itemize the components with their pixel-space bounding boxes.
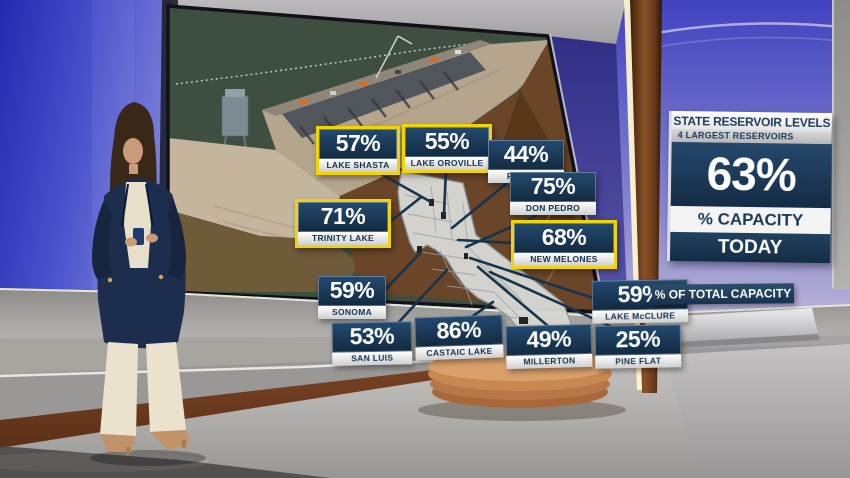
dam-scrub-bank bbox=[168, 210, 360, 292]
reservoir-percent: 75% bbox=[510, 172, 596, 202]
panel-capacity-label: % CAPACITY bbox=[670, 205, 831, 235]
reservoir-name: LAKE McCLURE bbox=[592, 309, 689, 324]
left-heel bbox=[126, 447, 130, 455]
california-map bbox=[397, 170, 575, 334]
reservoir-name: LAKE SHASTA bbox=[319, 159, 397, 172]
reservoir-percent: 71% bbox=[298, 202, 388, 232]
reservoir-name: MILLERTON bbox=[506, 353, 593, 370]
presenter-right-arm bbox=[168, 198, 186, 280]
reservoir-label-sonoma: 59% SONOMA bbox=[318, 276, 386, 319]
presenter-left-arm bbox=[92, 200, 112, 280]
reservoir-label-pine-flat: 25% PINE FLAT bbox=[594, 324, 682, 369]
reservoir-label-don-pedro: 75% DON PEDRO bbox=[510, 172, 596, 215]
presenter-right-shoe bbox=[150, 430, 190, 450]
dam-spillway-gates bbox=[282, 52, 486, 138]
reservoir-name: PINE FLAT bbox=[595, 354, 682, 369]
reservoir-label-millerton: 49% MILLERTON bbox=[505, 323, 593, 370]
floor-blue-reflection bbox=[660, 332, 850, 478]
reservoir-percent: 25% bbox=[594, 324, 682, 356]
presenter-hair-fringe bbox=[119, 123, 148, 144]
reservoir-label-castaic-lake: 86% CASTAIC LAKE bbox=[414, 314, 504, 361]
reservoir-percent: 49% bbox=[505, 323, 593, 357]
reservoir-percent: 59% bbox=[318, 276, 386, 306]
reservoir-summary-panel: STATE RESERVOIR LEVELS 4 LARGEST RESERVO… bbox=[666, 110, 833, 264]
reservoir-percent: 53% bbox=[331, 321, 413, 353]
reservoir-name: TRINITY LAKE bbox=[298, 232, 388, 245]
reservoir-label-lake-oroville: 55% LAKE OROVILLE bbox=[402, 124, 492, 173]
panel-footnote: % OF TOTAL CAPACITY bbox=[651, 283, 795, 305]
wall-light-arc-faint bbox=[639, 36, 850, 51]
floor-sheen bbox=[0, 452, 210, 472]
dam-crest-vehicles bbox=[300, 50, 461, 104]
reservoir-name: LAKE OROVILLE bbox=[405, 157, 489, 170]
reservoir-name: SONOMA bbox=[318, 306, 386, 319]
wall-light-arc bbox=[639, 22, 850, 38]
presenter-left-leg bbox=[100, 342, 138, 436]
studio-gray-pillar bbox=[832, 0, 850, 290]
reservoir-percent: 86% bbox=[414, 314, 504, 348]
presenter-left-hand bbox=[125, 237, 137, 247]
presenter-right-hand bbox=[146, 233, 158, 243]
blazer-lapels bbox=[121, 183, 154, 227]
wood-floor-strip bbox=[0, 360, 548, 448]
dam-boom-line bbox=[175, 43, 471, 85]
reservoir-percent: 55% bbox=[405, 127, 489, 157]
dam-crane bbox=[375, 35, 413, 79]
panel-percent-value: 63% bbox=[670, 141, 832, 209]
right-heel bbox=[182, 440, 186, 448]
panel-today-label: TODAY bbox=[669, 231, 831, 264]
presenter-face bbox=[123, 138, 143, 164]
reservoir-percent: 44% bbox=[488, 140, 564, 170]
reservoir-percent: 68% bbox=[514, 223, 614, 253]
blazer-button-right bbox=[158, 274, 164, 280]
reservoir-name: DON PEDRO bbox=[510, 202, 596, 215]
connector-lines bbox=[372, 167, 612, 328]
reservoir-name: SAN LUIS bbox=[332, 351, 413, 366]
presenter-neck bbox=[129, 164, 138, 174]
reservoir-label-san-luis: 53% SAN LUIS bbox=[331, 321, 413, 366]
reservoir-label-trinity-lake: 71% TRINITY LAKE bbox=[295, 199, 391, 248]
reservoir-label-new-melones: 68% NEW MELONES bbox=[511, 220, 617, 269]
panel-title: STATE RESERVOIR LEVELS bbox=[671, 110, 833, 132]
floor-dark-walkway bbox=[0, 446, 330, 478]
presenter-shadow bbox=[90, 450, 206, 466]
studio-concrete-header bbox=[160, 0, 626, 44]
reservoir-name: NEW MELONES bbox=[514, 253, 614, 266]
reservoir-label-lake-shasta: 57% LAKE SHASTA bbox=[316, 126, 400, 175]
blazer-button-left bbox=[107, 277, 113, 283]
map-platform bbox=[418, 351, 626, 421]
reservoir-percent: 57% bbox=[319, 129, 397, 159]
presenter-figure bbox=[90, 102, 206, 466]
presenter-top bbox=[124, 182, 151, 268]
presenter-right-leg bbox=[146, 342, 186, 432]
panel-base-shadow bbox=[640, 334, 820, 350]
